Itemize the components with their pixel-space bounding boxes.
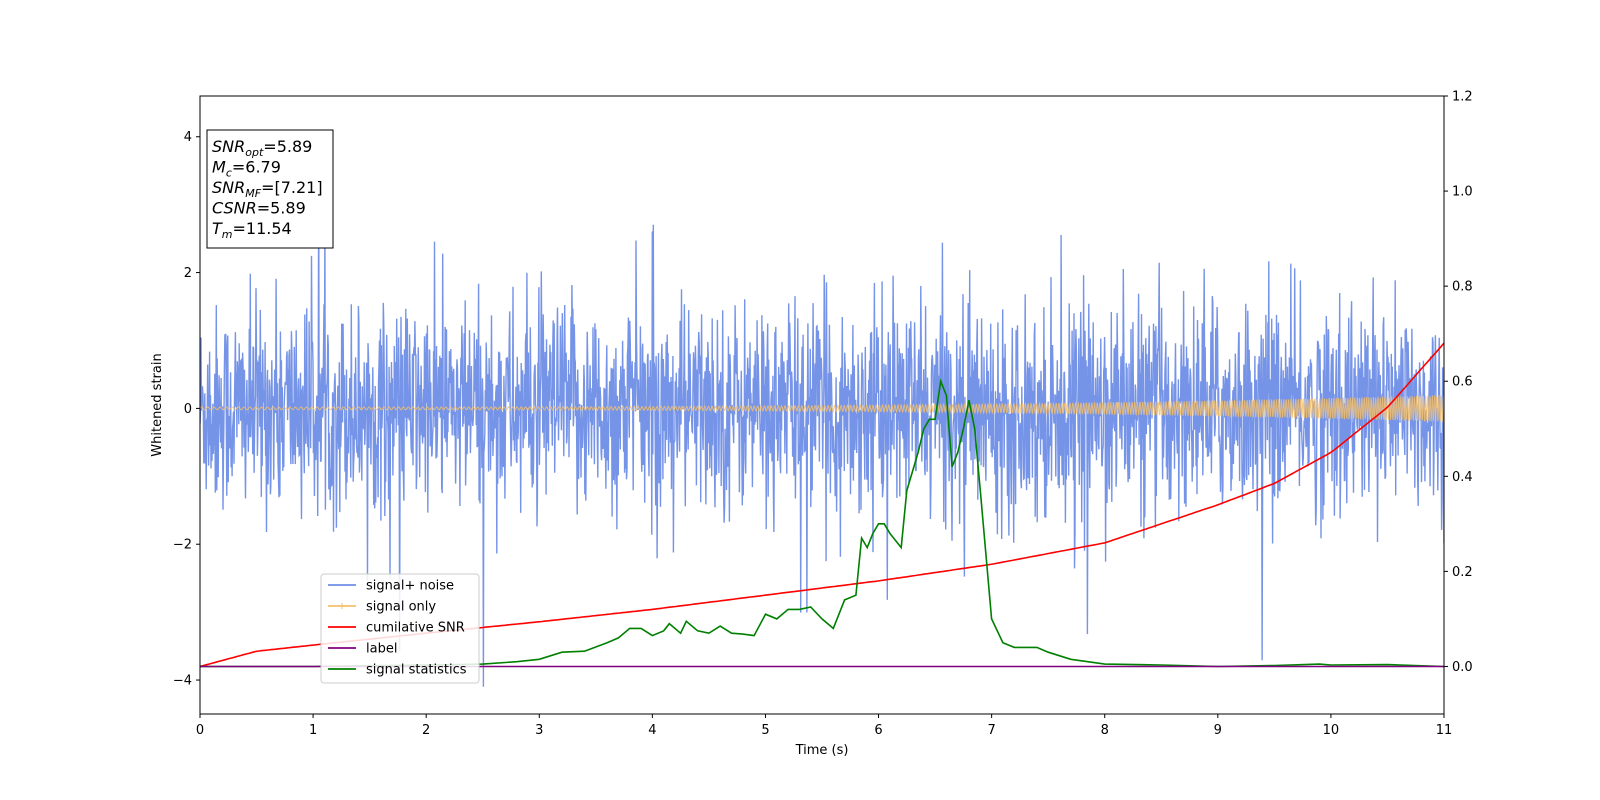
legend-label: cumilative SNR — [366, 621, 465, 636]
x-tick-label: 4 — [648, 723, 656, 738]
y-tick-label: −2 — [173, 538, 192, 553]
y2-tick-label: 0.4 — [1452, 470, 1473, 485]
annotation-line: Tm=11.54 — [212, 219, 292, 241]
legend-label: signal only — [366, 600, 436, 615]
legend-label: label — [366, 642, 397, 657]
legend-label: signal statistics — [366, 663, 467, 678]
x-tick-label: 3 — [535, 723, 543, 738]
y2-tick-label: 0.6 — [1452, 375, 1473, 390]
y2-tick-label: 1.2 — [1452, 90, 1473, 105]
y-tick-label: 2 — [184, 266, 192, 281]
x-tick-label: 2 — [422, 723, 430, 738]
x-tick-label: 7 — [987, 723, 995, 738]
y2-tick-label: 1.0 — [1452, 185, 1473, 200]
y-tick-label: 4 — [184, 130, 192, 145]
x-tick-label: 5 — [761, 723, 769, 738]
annotation-frame — [206, 129, 334, 249]
x-tick-label: 10 — [1323, 723, 1340, 738]
legend-label: signal+ noise — [366, 579, 454, 594]
x-axis-label: Time (s) — [795, 743, 849, 758]
right-axis: 0.0 0.2 0.4 0.6 0.8 1.0 1.2 — [1444, 90, 1473, 675]
x-tick-label: 6 — [874, 723, 882, 738]
plot-frame — [199, 95, 1445, 715]
y-axis-label: Whitened strain — [150, 353, 165, 456]
y-tick-label: 0 — [184, 402, 192, 417]
legend-frame — [320, 573, 480, 684]
x-tick-label: 8 — [1101, 723, 1109, 738]
x-tick-label: 1 — [309, 723, 317, 738]
y-tick-label: −4 — [173, 674, 192, 689]
x-tick-label: 11 — [1436, 723, 1453, 738]
y2-tick-label: 0.8 — [1452, 280, 1473, 295]
annotation-line: Mc=6.79 — [212, 158, 281, 180]
series-signal-statistics-line — [200, 378, 1444, 668]
left-axis: −4 −2 0 2 4 — [173, 130, 200, 689]
y2-tick-label: 0.2 — [1452, 565, 1473, 580]
y2-tick-label: 0.0 — [1452, 660, 1473, 675]
series-signal-noise-line — [200, 179, 1444, 687]
annotation-line: CSNR=5.89 — [212, 199, 306, 218]
legend: signal+ noise signal only cumilative SNR la… — [320, 573, 480, 684]
x-tick-label: 0 — [196, 723, 204, 738]
series-signal-only-line — [200, 394, 1444, 422]
annotation-box: SNRopt=5.89Mc=6.79SNRMF=[7.21]CSNR=5.89T… — [206, 129, 334, 249]
x-tick-label: 9 — [1214, 723, 1222, 738]
annotation-line: SNRopt=5.89 — [212, 137, 312, 159]
x-axis: 0 1 2 3 4 5 6 7 8 9 10 11 — [196, 714, 1452, 738]
annotation-line: SNRMF=[7.21] — [212, 178, 323, 200]
